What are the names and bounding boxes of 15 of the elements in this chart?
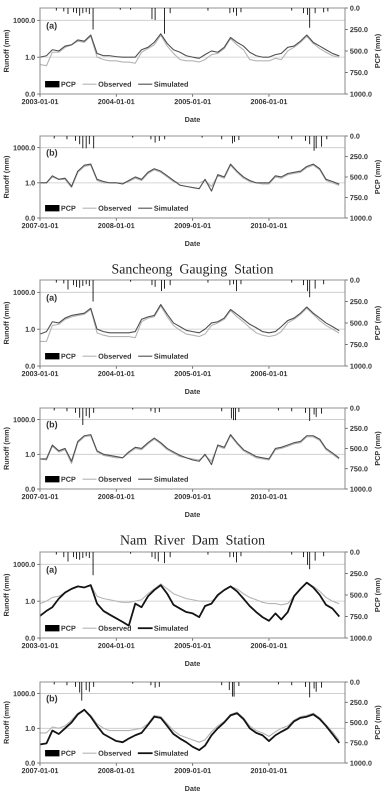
line-series bbox=[40, 305, 340, 342]
line-series bbox=[40, 34, 340, 66]
annotation: (a) bbox=[46, 566, 57, 575]
annotation: (a) bbox=[46, 22, 57, 31]
line-series bbox=[40, 582, 340, 627]
text: Sancheong Gauging Station bbox=[112, 264, 274, 276]
line-series bbox=[40, 33, 340, 59]
annotation: (b) bbox=[46, 420, 58, 430]
line-series bbox=[40, 304, 340, 335]
line-series bbox=[40, 708, 340, 752]
annotation: (a) bbox=[46, 294, 57, 303]
annotation: (b) bbox=[46, 694, 58, 704]
annotation: (b) bbox=[46, 149, 58, 158]
text: Nam River Dam Station bbox=[120, 535, 265, 545]
line-series bbox=[40, 709, 340, 743]
